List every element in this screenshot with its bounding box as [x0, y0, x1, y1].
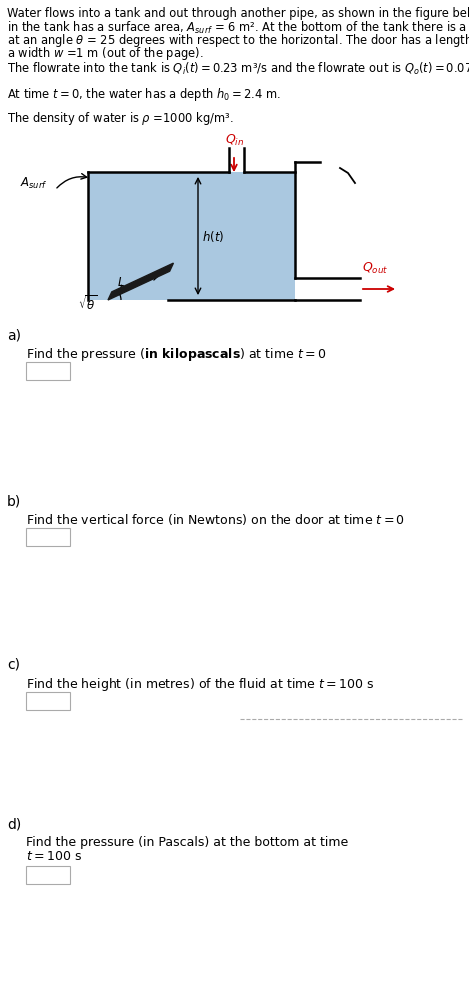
Bar — [26, 866, 70, 884]
Text: $Q_{in}$: $Q_{in}$ — [225, 133, 244, 148]
Text: $L$: $L$ — [117, 276, 125, 289]
Bar — [26, 528, 70, 546]
Bar — [88, 172, 295, 300]
Bar — [26, 362, 70, 380]
Text: in the tank has a surface area, $A_{surf}$ = 6 m². At the bottom of the tank the: in the tank has a surface area, $A_{surf… — [7, 20, 469, 36]
Text: a): a) — [7, 328, 21, 342]
Text: The flowrate into the tank is $Q_i(t) = 0.23$ m³/s and the flowrate out is $Q_o(: The flowrate into the tank is $Q_i(t) = … — [7, 61, 469, 77]
Text: Find the height (in metres) of the fluid at time $t = 100$ s: Find the height (in metres) of the fluid… — [26, 676, 374, 693]
Polygon shape — [108, 263, 174, 300]
Text: $t = 100$ s: $t = 100$ s — [26, 850, 82, 863]
Text: Find the pressure ($\bf{in\ kilopascals}$) at time $t = 0$: Find the pressure ($\bf{in\ kilopascals}… — [26, 346, 326, 363]
Text: Water flows into a tank and out through another pipe, as shown in the figure bel: Water flows into a tank and out through … — [7, 7, 469, 20]
Text: at an angle $\theta$ = 25 degrees with respect to the horizontal. The door has a: at an angle $\theta$ = 25 degrees with r… — [7, 32, 469, 49]
Text: The density of water is $\rho$ =1000 kg/m³.: The density of water is $\rho$ =1000 kg/… — [7, 110, 234, 127]
Text: Find the pressure (in Pascals) at the bottom at time: Find the pressure (in Pascals) at the bo… — [26, 836, 348, 849]
Text: Find the vertical force (in Newtons) on the door at time $t = 0$: Find the vertical force (in Newtons) on … — [26, 512, 405, 527]
Text: c): c) — [7, 658, 20, 672]
Text: $Q_{out}$: $Q_{out}$ — [362, 260, 388, 276]
Text: d): d) — [7, 818, 21, 832]
Text: $\sqrt{\theta}$: $\sqrt{\theta}$ — [78, 294, 97, 313]
Bar — [26, 692, 70, 710]
Text: $h(t)$: $h(t)$ — [202, 229, 224, 244]
Text: a width $w$ =1 m (out of the page).: a width $w$ =1 m (out of the page). — [7, 45, 204, 62]
Text: $A_{surf}$: $A_{surf}$ — [20, 176, 47, 191]
Text: b): b) — [7, 494, 21, 508]
Text: At time $t = 0$, the water has a depth $h_0 = 2.4$ m.: At time $t = 0$, the water has a depth $… — [7, 86, 281, 103]
